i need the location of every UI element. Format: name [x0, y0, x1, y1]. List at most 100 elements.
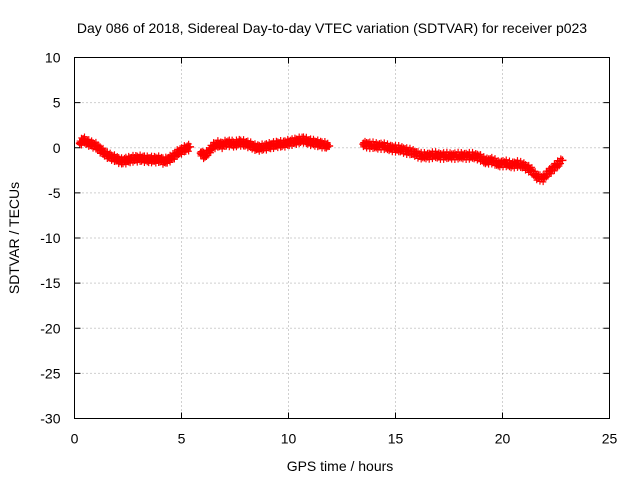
data-point: [87, 140, 96, 149]
data-point: [173, 149, 182, 158]
data-point: [282, 139, 291, 148]
y-tick-label: -5: [48, 185, 61, 201]
series-segment: [196, 133, 334, 163]
data-point: [104, 151, 113, 160]
data-point: [474, 152, 483, 161]
grid-lines: [74, 57, 610, 419]
data-point: [218, 141, 227, 150]
data-point: [168, 152, 177, 161]
data-point: [260, 142, 269, 151]
data-point: [410, 149, 419, 158]
data-series-sdtvar: [75, 133, 567, 186]
data-point: [539, 174, 548, 183]
y-tick-label: 10: [45, 50, 61, 66]
data-point: [544, 173, 552, 180]
data-point: [507, 160, 516, 169]
data-point: [226, 139, 235, 148]
data-point: [532, 172, 541, 181]
data-point: [312, 139, 321, 148]
y-tick-label: -15: [40, 275, 60, 291]
series-segment: [359, 137, 567, 186]
x-tick-label: 10: [281, 431, 297, 447]
data-point: [160, 157, 169, 166]
data-point: [248, 141, 257, 150]
data-point: [320, 141, 329, 150]
y-axis-label: SDTVAR / TECUs: [6, 182, 22, 294]
data-point: [286, 138, 295, 147]
x-tick-label: 20: [495, 431, 511, 447]
data-point: [96, 145, 105, 154]
data-point: [494, 159, 503, 168]
data-point: [378, 141, 387, 150]
data-point: [500, 159, 509, 168]
x-tick-label: 25: [602, 431, 618, 447]
y-tick-label: 5: [53, 95, 61, 111]
data-point: [235, 138, 244, 147]
y-tick-label: -25: [40, 365, 60, 381]
axis-ticks: 0 5 10 15 20 25 10 5 0 -5 -10 -15 -20 -25 -30: [40, 50, 617, 447]
data-point: [231, 140, 239, 149]
y-tick-label: -20: [40, 320, 60, 336]
data-point: [201, 151, 210, 160]
data-point: [256, 143, 265, 152]
data-point: [385, 143, 394, 152]
data-point: [558, 156, 567, 165]
data-point: [121, 156, 130, 165]
data-point: [303, 137, 312, 146]
data-point: [513, 159, 522, 168]
data-point: [196, 149, 205, 158]
data-point: [519, 161, 528, 170]
data-point: [391, 144, 400, 153]
data-point: [423, 151, 432, 160]
data-point: [430, 150, 439, 159]
data-point: [359, 140, 368, 149]
data-point: [205, 146, 214, 155]
data-point: [397, 145, 406, 154]
data-point: [316, 140, 325, 149]
data-point: [299, 135, 308, 144]
data-point: [186, 142, 195, 151]
data-point: [113, 155, 122, 164]
data-point: [83, 138, 92, 147]
data-point: [481, 157, 490, 166]
data-point: [552, 161, 560, 170]
x-tick-label: 15: [388, 431, 404, 447]
data-point: [138, 154, 147, 163]
data-point: [126, 155, 135, 164]
data-point: [117, 157, 126, 166]
data-point: [295, 136, 304, 145]
data-point: [91, 141, 100, 150]
data-point: [404, 147, 413, 156]
data-point: [209, 141, 218, 150]
data-point: [243, 140, 252, 149]
data-point: [468, 151, 477, 160]
chart-title: Day 086 of 2018, Sidereal Day-to-day VTE…: [77, 20, 587, 36]
data-point: [325, 141, 334, 150]
y-tick-label: -30: [40, 411, 60, 427]
data-point: [239, 139, 248, 148]
x-tick-label: 5: [178, 431, 186, 447]
data-point: [100, 149, 109, 158]
x-tick-label: 0: [71, 431, 79, 447]
data-point: [545, 167, 554, 176]
data-point: [290, 137, 299, 146]
data-point: [278, 140, 287, 149]
data-point: [269, 141, 278, 150]
y-tick-label: 0: [53, 140, 61, 156]
data-point: [156, 155, 165, 164]
data-point: [308, 138, 317, 147]
data-point: [487, 156, 496, 165]
data-point: [365, 141, 374, 150]
data-point: [177, 146, 186, 155]
series-segment: [75, 133, 195, 168]
data-point: [265, 141, 274, 150]
x-axis-label: GPS time / hours: [287, 458, 394, 474]
data-point: [213, 140, 222, 149]
data-point: [109, 153, 118, 162]
data-point: [526, 165, 535, 174]
data-point: [181, 144, 190, 153]
data-point: [164, 155, 173, 164]
data-point: [79, 135, 88, 144]
y-tick-label: -10: [40, 230, 60, 246]
